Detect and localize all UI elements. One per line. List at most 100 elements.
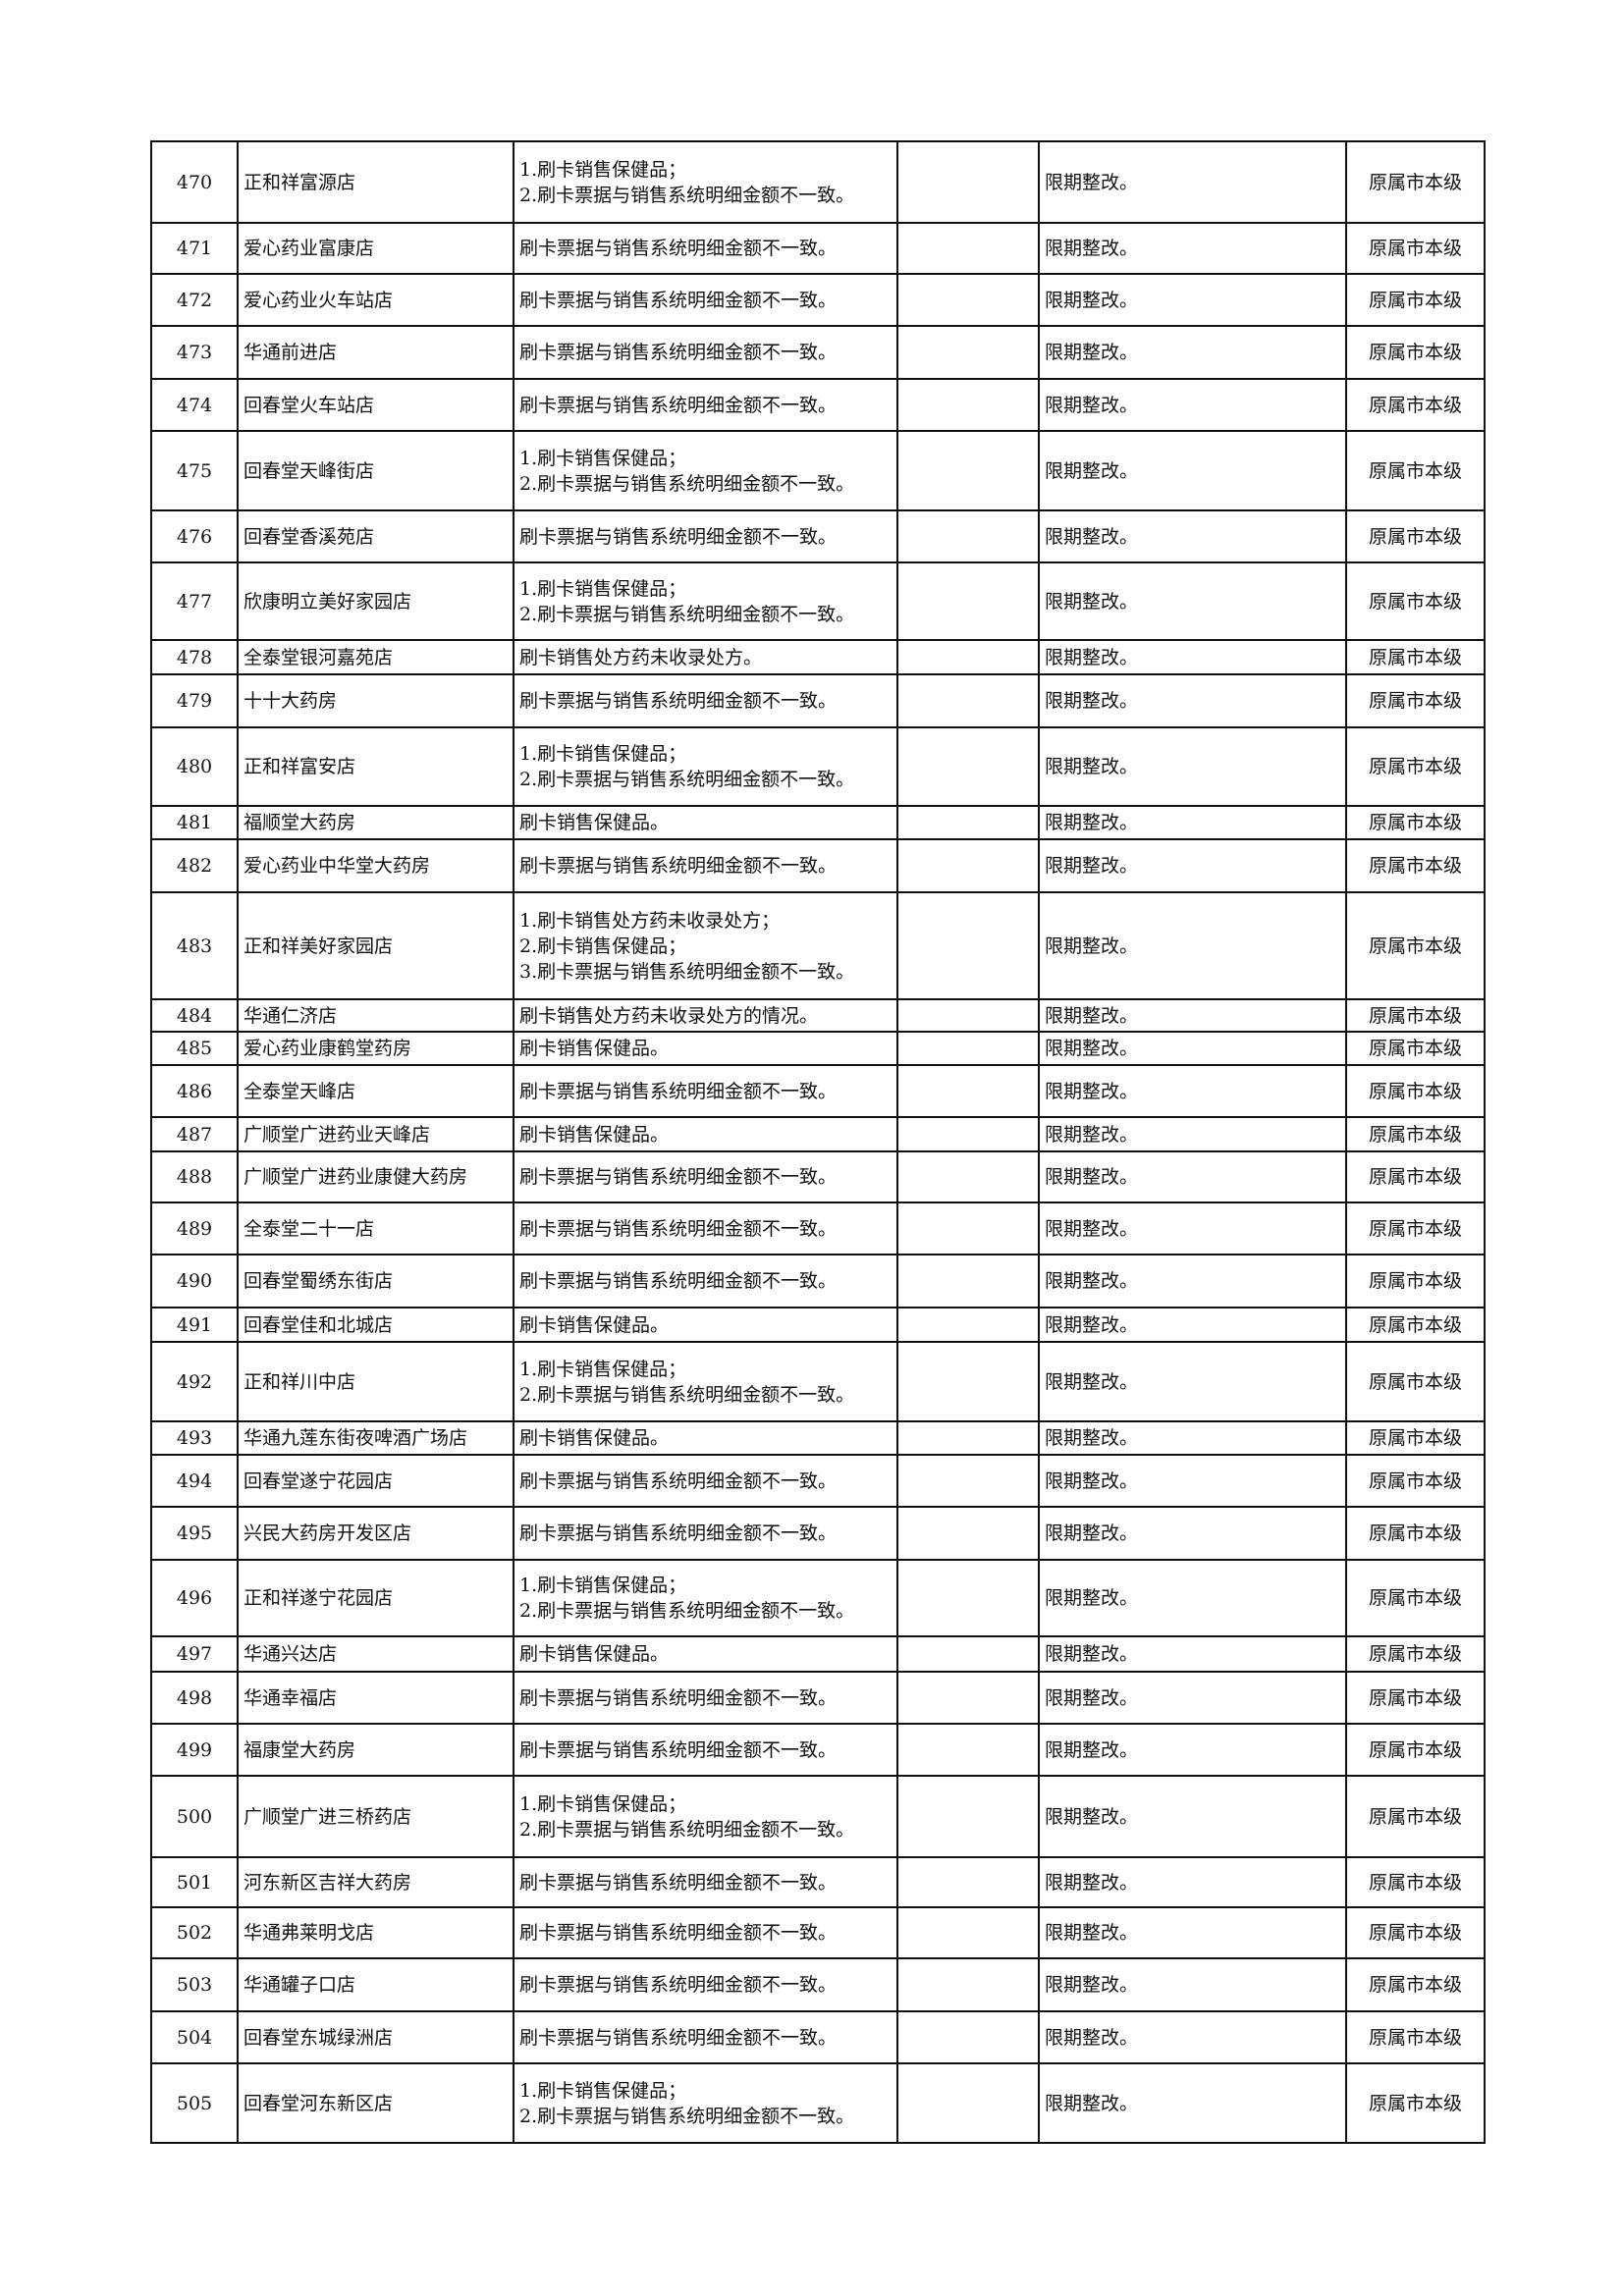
row-number: 498: [150, 1671, 239, 1725]
issue-line: 刷卡销售保健品。: [519, 1643, 670, 1665]
issue-cell: 1.刷卡销售保健品； 2.刷卡票据与销售系统明细金额不一致。: [513, 1559, 898, 1637]
issue-line: 刷卡票据与销售系统明细金额不一致。: [519, 1522, 838, 1544]
jurisdiction-cell: 原属市本级: [1345, 726, 1486, 807]
row-number: 493: [150, 1420, 239, 1456]
remark-cell: [896, 1671, 1040, 1725]
remark-cell: [896, 222, 1040, 275]
row-number: 482: [150, 838, 239, 893]
store-name: 福康堂大药房: [237, 1723, 514, 1777]
store-name: 回春堂蜀绣东街店: [237, 1254, 514, 1308]
action-cell: 限期整改。: [1038, 1064, 1347, 1118]
remark-cell: [896, 1307, 1040, 1343]
remark-cell: [896, 1116, 1040, 1152]
remark-cell: [896, 509, 1040, 563]
row-number: 500: [150, 1775, 239, 1858]
issue-line: 2.刷卡票据与销售系统明细金额不一致。: [519, 1600, 855, 1622]
store-name: 回春堂天峰街店: [237, 430, 514, 511]
issue-cell: 刷卡票据与销售系统明细金额不一致。: [513, 838, 898, 893]
row-number: 480: [150, 726, 239, 807]
store-name: 广顺堂广进药业天峰店: [237, 1116, 514, 1152]
remark-cell: [896, 805, 1040, 840]
issue-line: 刷卡销售保健品。: [519, 1038, 670, 1059]
jurisdiction-cell: 原属市本级: [1345, 378, 1486, 432]
table-row: 494 回春堂遂宁花园店 刷卡票据与销售系统明细金额不一致。 限期整改。 原属市本级: [150, 1454, 1486, 1508]
store-name: 广顺堂广进三桥药店: [237, 1775, 514, 1858]
issue-line: 2.刷卡票据与销售系统明细金额不一致。: [519, 769, 855, 790]
table-row: 487 广顺堂广进药业天峰店 刷卡销售保健品。 限期整改。 原属市本级: [150, 1116, 1486, 1152]
table-row: 491 回春堂佳和北城店 刷卡销售保健品。 限期整改。 原属市本级: [150, 1307, 1486, 1343]
action-cell: 限期整改。: [1038, 1341, 1347, 1422]
issue-line: 2.刷卡票据与销售系统明细金额不一致。: [519, 2105, 855, 2127]
table-row: 504 回春堂东城绿洲店 刷卡票据与销售系统明细金额不一致。 限期整改。 原属市本级: [150, 2010, 1486, 2064]
issue-cell: 刷卡销售保健品。: [513, 1420, 898, 1456]
issue-cell: 1.刷卡销售保健品； 2.刷卡票据与销售系统明细金额不一致。: [513, 1775, 898, 1858]
issue-cell: 1.刷卡销售保健品； 2.刷卡票据与销售系统明细金额不一致。: [513, 430, 898, 511]
issue-cell: 刷卡票据与销售系统明细金额不一致。: [513, 378, 898, 432]
store-name: 福顺堂大药房: [237, 805, 514, 840]
action-cell: 限期整改。: [1038, 1454, 1347, 1508]
jurisdiction-cell: 原属市本级: [1345, 805, 1486, 840]
remark-cell: [896, 1559, 1040, 1637]
table-row: 500 广顺堂广进三桥药店 1.刷卡销售保健品； 2.刷卡票据与销售系统明细金额不一致…: [150, 1775, 1486, 1858]
jurisdiction-cell: 原属市本级: [1345, 1775, 1486, 1858]
jurisdiction-cell: 原属市本级: [1345, 222, 1486, 275]
issue-line: 刷卡票据与销售系统明细金额不一致。: [519, 1217, 838, 1240]
issue-line: 刷卡票据与销售系统明细金额不一致。: [519, 238, 838, 259]
action-cell: 限期整改。: [1038, 273, 1347, 327]
row-number: 503: [150, 1957, 239, 2012]
issue-cell: 1.刷卡销售保健品； 2.刷卡票据与销售系统明细金额不一致。: [513, 561, 898, 641]
store-name: 正和祥川中店: [237, 1341, 514, 1422]
issue-cell: 1.刷卡销售保健品； 2.刷卡票据与销售系统明细金额不一致。: [513, 1341, 898, 1422]
issue-line: 1.刷卡销售保健品；: [519, 1358, 687, 1380]
remark-cell: [896, 430, 1040, 511]
table-row: 485 爱心药业康鹤堂药房 刷卡销售保健品。 限期整改。 原属市本级: [150, 1031, 1486, 1066]
row-number: 484: [150, 998, 239, 1033]
remark-cell: [896, 2062, 1040, 2144]
remark-cell: [896, 1957, 1040, 2012]
issue-line: 刷卡票据与销售系统明细金额不一致。: [519, 1974, 838, 1996]
row-number: 479: [150, 673, 239, 728]
table-row: 489 全泰堂二十一店 刷卡票据与销售系统明细金额不一致。 限期整改。 原属市本级: [150, 1201, 1486, 1255]
store-name: 华通九莲东街夜啤酒广场店: [237, 1420, 514, 1456]
issue-cell: 刷卡票据与销售系统明细金额不一致。: [513, 1254, 898, 1308]
table-row: 476 回春堂香溪苑店 刷卡票据与销售系统明细金额不一致。 限期整改。 原属市本级: [150, 509, 1486, 563]
issue-cell: 刷卡票据与销售系统明细金额不一致。: [513, 1064, 898, 1118]
row-number: 485: [150, 1031, 239, 1066]
issue-line: 刷卡销售保健品。: [519, 1123, 670, 1146]
remark-cell: [896, 838, 1040, 893]
issue-line: 刷卡票据与销售系统明细金额不一致。: [519, 1922, 838, 1944]
table-row: 470 正和祥富源店 1.刷卡销售保健品； 2.刷卡票据与销售系统明细金额不一致。 限期…: [150, 140, 1486, 224]
action-cell: 限期整改。: [1038, 1957, 1347, 2012]
action-cell: 限期整改。: [1038, 1559, 1347, 1637]
row-number: 496: [150, 1559, 239, 1637]
remark-cell: [896, 639, 1040, 675]
issue-cell: 1.刷卡销售保健品； 2.刷卡票据与销售系统明细金额不一致。: [513, 140, 898, 224]
table-row: 505 回春堂河东新区店 1.刷卡销售保健品； 2.刷卡票据与销售系统明细金额不一致。…: [150, 2062, 1486, 2144]
issue-cell: 刷卡票据与销售系统明细金额不一致。: [513, 1150, 898, 1203]
issue-cell: 刷卡票据与销售系统明细金额不一致。: [513, 1957, 898, 2012]
jurisdiction-cell: 原属市本级: [1345, 1254, 1486, 1308]
store-name: 正和祥富源店: [237, 140, 514, 224]
store-name: 兴民大药房开发区店: [237, 1506, 514, 1561]
issue-line: 1.刷卡销售保健品；: [519, 158, 687, 181]
store-name: 河东新区吉祥大药房: [237, 1856, 514, 1908]
remark-cell: [896, 998, 1040, 1033]
table-row: 472 爱心药业火车站店 刷卡票据与销售系统明细金额不一致。 限期整改。 原属市本级: [150, 273, 1486, 327]
issue-cell: 1.刷卡销售保健品； 2.刷卡票据与销售系统明细金额不一致。: [513, 2062, 898, 2144]
row-number: 501: [150, 1856, 239, 1908]
issue-line: 刷卡销售处方药未收录处方。: [519, 646, 763, 668]
issue-cell: 刷卡票据与销售系统明细金额不一致。: [513, 1856, 898, 1908]
remark-cell: [896, 1635, 1040, 1673]
action-cell: 限期整改。: [1038, 805, 1347, 840]
row-number: 470: [150, 140, 239, 224]
action-cell: 限期整改。: [1038, 1775, 1347, 1858]
action-cell: 限期整改。: [1038, 222, 1347, 275]
jurisdiction-cell: 原属市本级: [1345, 2062, 1486, 2144]
row-number: 494: [150, 1454, 239, 1508]
remark-cell: [896, 378, 1040, 432]
store-name: 回春堂香溪苑店: [237, 509, 514, 563]
store-name: 广顺堂广进药业康健大药房: [237, 1150, 514, 1203]
row-number: 499: [150, 1723, 239, 1777]
jurisdiction-cell: 原属市本级: [1345, 1341, 1486, 1422]
inspection-results-table: 470 正和祥富源店 1.刷卡销售保健品； 2.刷卡票据与销售系统明细金额不一致。 限期…: [150, 140, 1486, 2144]
